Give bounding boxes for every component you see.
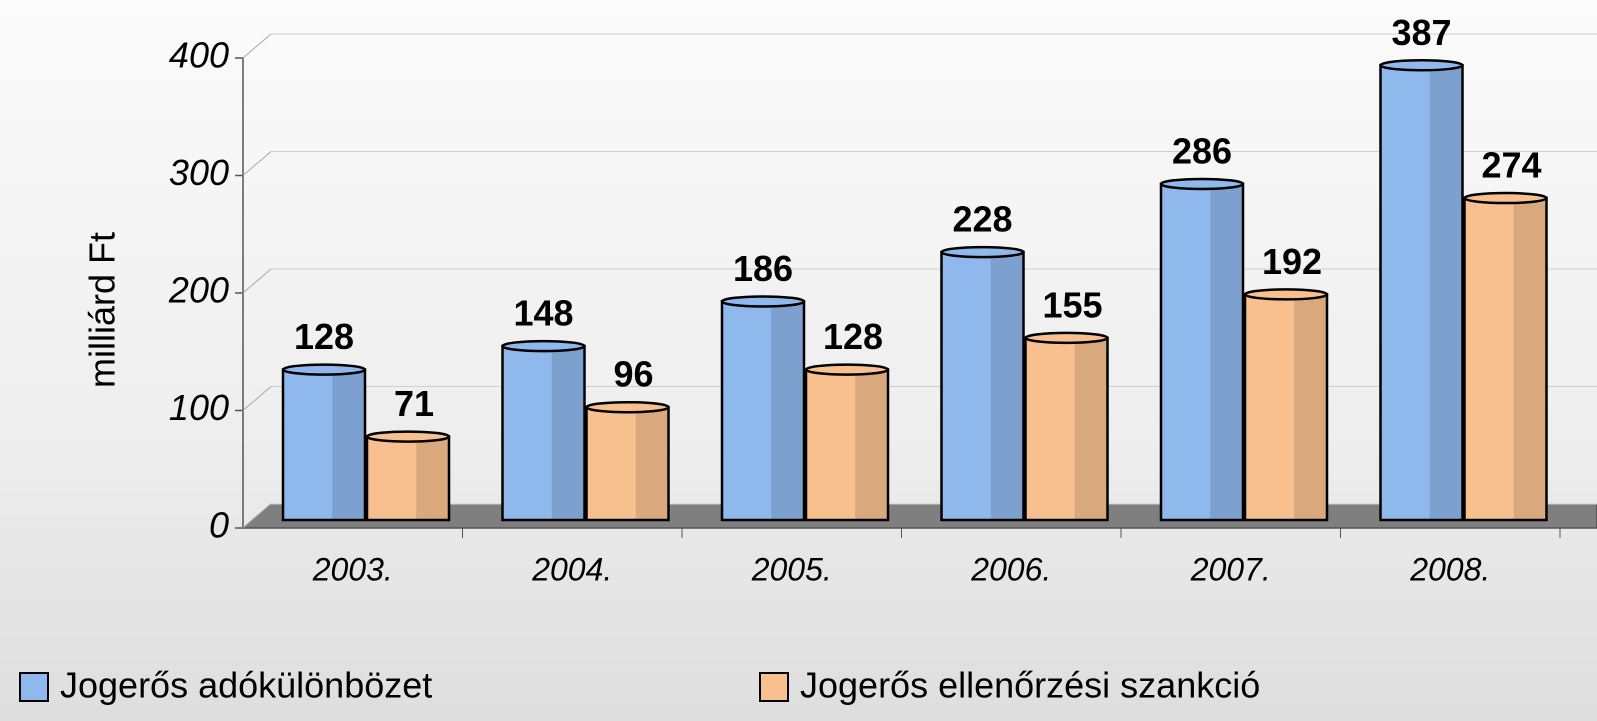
bar — [365, 430, 451, 522]
bar-top — [940, 245, 1025, 259]
bar-shade — [1210, 183, 1243, 520]
data-label: 155 — [1042, 284, 1102, 325]
data-label: 148 — [513, 293, 573, 334]
bar-body — [1024, 336, 1109, 522]
y-tick-label: 100 — [169, 387, 229, 428]
bar — [1463, 191, 1548, 522]
bar-body — [1463, 196, 1548, 522]
y-tick-label: 200 — [168, 270, 229, 311]
bar-shade — [416, 436, 449, 520]
bar — [720, 295, 806, 522]
bar — [1024, 331, 1109, 522]
bar-top — [1159, 177, 1245, 191]
bar-shade — [1074, 337, 1108, 520]
bar — [585, 400, 670, 522]
y-tick-label: 0 — [209, 505, 229, 546]
bar-top — [1463, 191, 1548, 205]
data-label: 71 — [394, 383, 434, 424]
bar-shade — [635, 407, 669, 520]
x-tick-label: 2004. — [531, 551, 612, 587]
x-tick-label: 2007. — [1190, 551, 1271, 587]
bar — [1379, 59, 1464, 522]
bar-shade — [1429, 65, 1463, 521]
data-label: 274 — [1481, 145, 1541, 186]
bar-body — [585, 405, 670, 522]
bar-top — [585, 400, 670, 414]
bar — [804, 363, 890, 522]
bar-shade — [1294, 294, 1327, 520]
legend-label: Jogerős ellenőrzési szankció — [800, 665, 1260, 706]
bar-shade — [855, 369, 888, 520]
data-label: 128 — [823, 316, 883, 357]
bar-body — [1159, 182, 1245, 522]
data-label: 228 — [952, 199, 1012, 240]
bar-body — [281, 368, 367, 522]
x-tick-label: 2006. — [970, 551, 1051, 587]
x-tick-label: 2005. — [751, 551, 832, 587]
legend-swatch — [759, 672, 789, 702]
y-axis-label: milliárd Ft — [82, 232, 123, 388]
data-label: 186 — [733, 248, 793, 289]
bar-body — [804, 368, 890, 522]
bar-shade — [990, 252, 1024, 520]
y-tick-label: 400 — [169, 35, 229, 76]
bar-top — [281, 363, 367, 376]
bar-body — [1379, 64, 1464, 522]
x-tick-label: 2003. — [312, 551, 393, 587]
bar — [281, 363, 367, 522]
grid-diagonal — [242, 151, 272, 176]
bar-body — [365, 435, 451, 522]
bar — [501, 339, 586, 522]
bar-shade — [1513, 198, 1547, 521]
bar-top — [804, 363, 890, 376]
bar-top — [1024, 331, 1109, 345]
data-label: 128 — [294, 316, 354, 357]
bar-shade — [551, 346, 585, 520]
data-label: 96 — [613, 354, 653, 395]
grid-diagonal — [242, 268, 272, 294]
bar-shade — [332, 369, 365, 520]
bar-top — [1379, 59, 1464, 72]
bar — [940, 245, 1025, 522]
bar-body — [720, 300, 806, 522]
y-tick-label: 300 — [169, 152, 229, 193]
bar — [1243, 288, 1329, 522]
bar-top — [365, 430, 451, 443]
bar — [1159, 177, 1245, 522]
x-tick-label: 2008. — [1409, 551, 1490, 587]
bar-top — [1243, 288, 1329, 301]
legend-label: Jogerős adókülönbözet — [60, 665, 432, 706]
bar-shade — [771, 301, 804, 520]
grid-diagonal — [242, 33, 272, 59]
data-label: 192 — [1262, 241, 1322, 282]
data-label: 286 — [1172, 130, 1232, 171]
grid-diagonal — [242, 386, 272, 411]
legend-swatch — [19, 672, 49, 702]
data-label: 387 — [1391, 12, 1451, 53]
bar-body — [501, 344, 586, 522]
grid-diagonal — [242, 503, 272, 529]
bar-top — [501, 339, 586, 353]
bar-top — [720, 295, 806, 308]
